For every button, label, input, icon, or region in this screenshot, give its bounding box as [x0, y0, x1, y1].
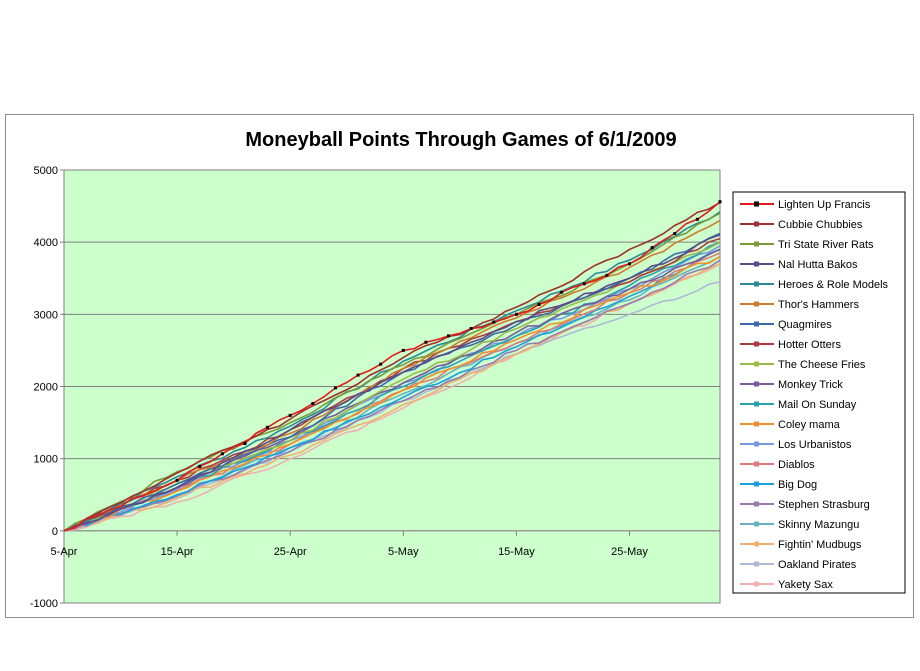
legend-swatch-marker	[754, 381, 759, 387]
y-tick-label: 0	[52, 526, 58, 538]
legend-entry: Stephen Strasburg	[778, 499, 870, 511]
series-marker-0	[605, 273, 609, 277]
legend-swatch-marker	[754, 421, 759, 427]
legend-swatch-marker	[754, 361, 759, 367]
legend-entry: Fightin' Mudbugs	[778, 539, 862, 551]
legend-swatch-marker	[754, 561, 759, 567]
x-tick-label: 5-Apr	[51, 546, 78, 558]
chart-frame: Moneyball Points Through Games of 6/1/20…	[5, 114, 914, 618]
series-marker-0	[718, 200, 722, 204]
series-line-3	[63, 234, 721, 532]
series-marker-0	[333, 386, 337, 390]
series-marker-0	[243, 441, 247, 445]
legend-entry: Quagmires	[778, 319, 832, 331]
x-axis-ticks: 5-Apr 15-Apr 25-Apr 5-May 15-May 25-May	[51, 530, 648, 558]
legend-swatch-marker	[754, 541, 759, 547]
legend-swatch-marker	[754, 201, 759, 207]
legend-entry: Heroes & Role Models	[778, 279, 889, 291]
legend-entry: Big Dog	[778, 479, 817, 491]
legend-swatch-marker	[754, 241, 759, 247]
series-marker-0	[175, 478, 179, 482]
series-line-11	[63, 255, 721, 532]
x-tick-label: 25-May	[611, 546, 648, 558]
legend-box	[732, 191, 906, 594]
series-marker-0	[288, 413, 292, 417]
series-marker-0	[379, 362, 383, 366]
series-line-17	[63, 263, 721, 532]
legend-entry: Lighten Up Francis	[778, 199, 871, 211]
legend-swatch-marker	[754, 301, 759, 307]
y-tick-label: 3000	[34, 309, 58, 321]
series-marker-0	[401, 348, 405, 352]
y-tick-label: -1000	[30, 598, 58, 610]
legend-swatch-marker	[754, 521, 759, 527]
x-tick-label: 5-May	[388, 546, 419, 558]
series-marker-0	[220, 452, 224, 456]
y-tick-label: 2000	[34, 382, 58, 394]
series-line-1	[63, 201, 721, 532]
series-marker-0	[628, 262, 632, 266]
legend-entry: The Cheese Fries	[778, 359, 866, 371]
series-marker-0	[514, 312, 518, 316]
series-marker-0	[311, 402, 315, 406]
series-marker-0	[266, 425, 270, 429]
series-marker-0	[198, 464, 202, 468]
legend-entry: Cubbie Chubbies	[778, 219, 863, 231]
legend-swatch-marker	[754, 581, 759, 587]
legend: Lighten Up Francis Cubbie Chubbies Tri Sta…	[732, 191, 906, 594]
series-marker-0	[469, 326, 473, 330]
series-line-14	[63, 248, 721, 532]
legend-entry: Yakety Sax	[778, 579, 833, 591]
legend-entry: Diablos	[778, 459, 815, 471]
series-line-6	[63, 232, 721, 532]
legend-entry: Skinny Mazungu	[778, 519, 859, 531]
legend-swatch-marker	[754, 281, 759, 287]
legend-swatch-marker	[754, 401, 759, 407]
legend-entry: Thor's Hammers	[778, 299, 859, 311]
series-marker-0	[356, 373, 360, 377]
legend-entry: Los Urbanistos	[778, 439, 852, 451]
series-marker-0	[673, 232, 677, 236]
series-marker-0	[537, 302, 541, 306]
legend-entry: Mail On Sunday	[778, 399, 857, 411]
x-tick-label: 25-Apr	[274, 546, 307, 558]
chart-svg: Moneyball Points Through Games of 6/1/20…	[30, 129, 906, 610]
legend-swatch-marker	[754, 461, 759, 467]
legend-swatch-marker	[754, 321, 759, 327]
x-tick-label: 15-May	[498, 546, 535, 558]
legend-entry: Oakland Pirates	[778, 559, 857, 571]
y-tick-label: 4000	[34, 237, 58, 249]
series-marker-0	[695, 217, 699, 221]
series-marker-0	[650, 246, 654, 250]
y-axis-ticks: -1000 0 1000 2000 3000 4000 5000	[30, 165, 64, 610]
legend-entry: Monkey Trick	[778, 379, 843, 391]
legend-swatch-marker	[754, 221, 759, 227]
y-tick-label: 5000	[34, 165, 58, 177]
chart-title: Moneyball Points Through Games of 6/1/20…	[245, 129, 676, 151]
x-tick-label: 15-Apr	[161, 546, 194, 558]
legend-swatch-marker	[754, 261, 759, 267]
series-marker-0	[447, 334, 451, 338]
legend-entry: Coley mama	[778, 419, 841, 431]
series-line-15	[63, 259, 721, 532]
legend-swatch-marker	[754, 501, 759, 507]
legend-swatch-marker	[754, 441, 759, 447]
series-layer	[63, 200, 722, 532]
series-marker-0	[560, 290, 564, 294]
series-line-0	[63, 201, 721, 532]
series-marker-0	[492, 320, 496, 324]
legend-entry: Nal Hutta Bakos	[778, 259, 858, 271]
legend-entry: Hotter Otters	[778, 339, 841, 351]
series-marker-0	[582, 282, 586, 286]
y-tick-label: 1000	[34, 454, 58, 466]
legend-swatch-marker	[754, 481, 759, 487]
legend-swatch-marker	[754, 341, 759, 347]
series-marker-0	[424, 340, 428, 344]
legend-entry: Tri State River Rats	[778, 239, 874, 251]
